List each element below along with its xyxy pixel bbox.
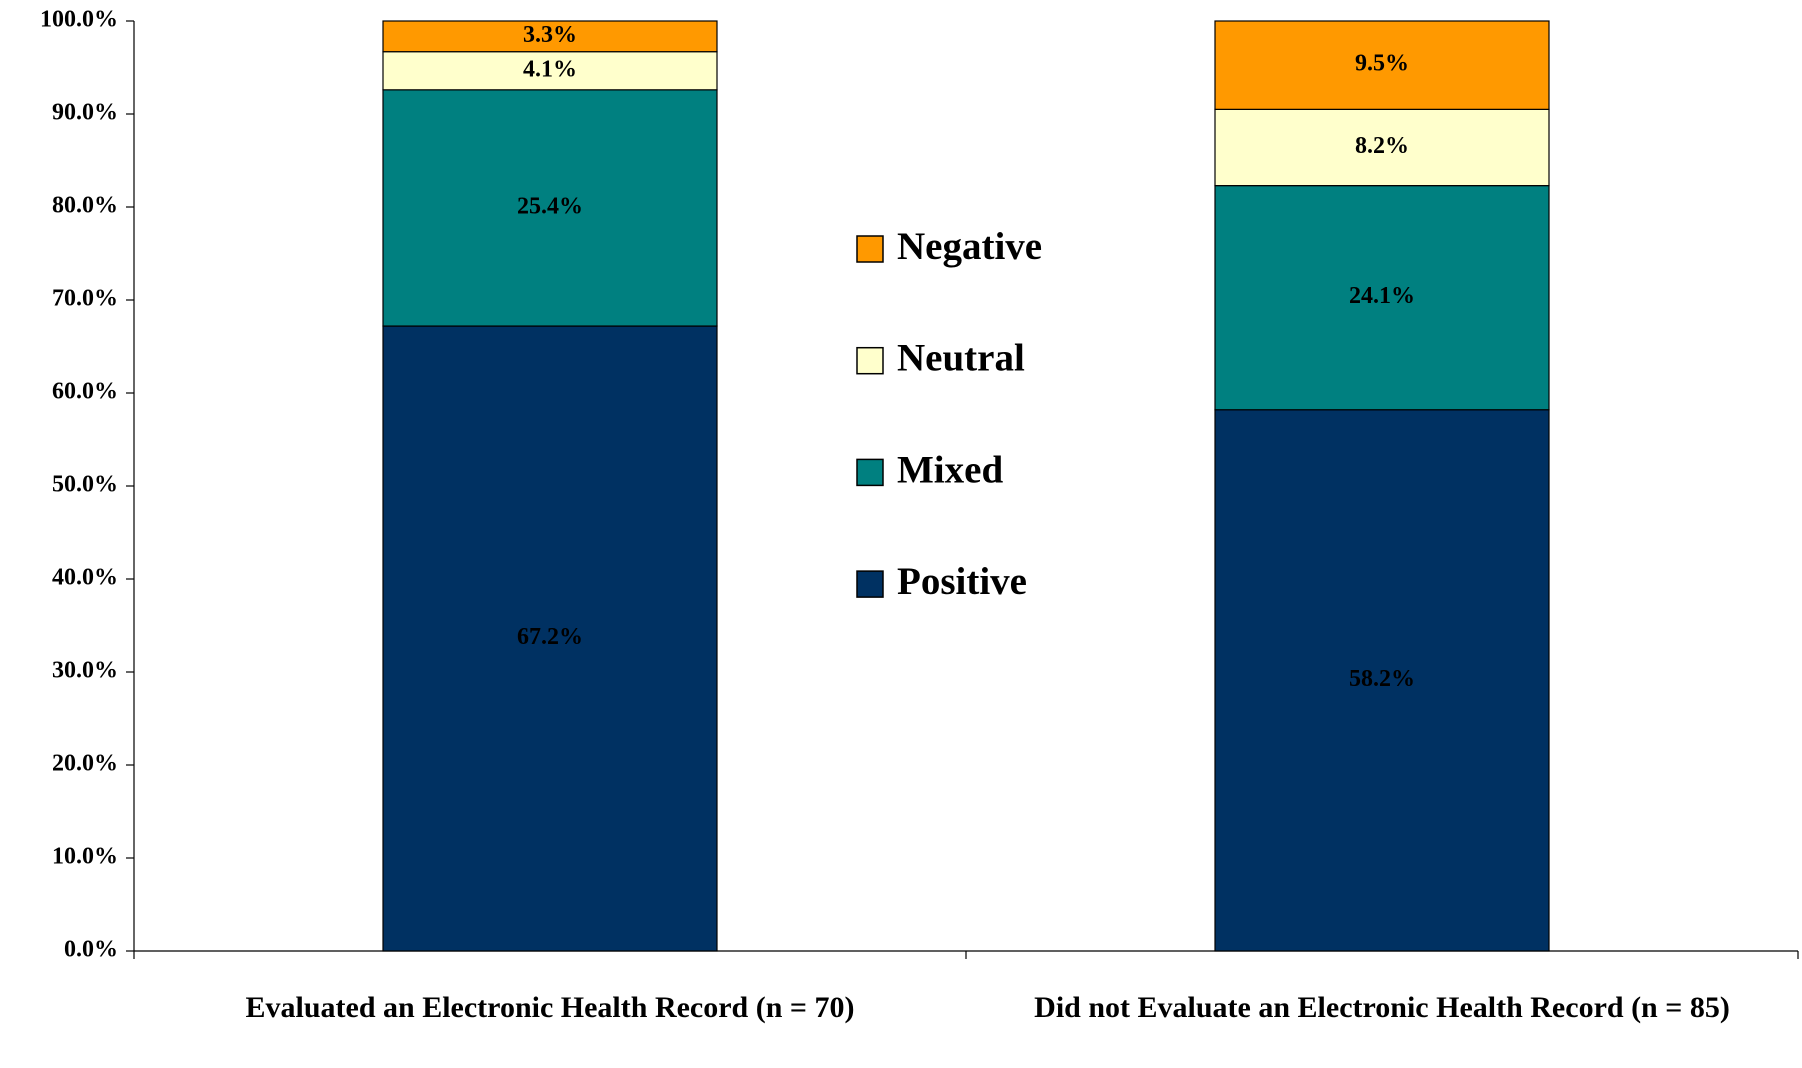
x-tick-label: Did not Evaluate an Electronic Health Re…	[1034, 991, 1730, 1024]
y-tick-label: 80.0%	[52, 193, 118, 219]
bar-segment	[382, 20, 718, 53]
bar-segment	[1214, 108, 1550, 187]
legend-label: Positive	[897, 560, 1027, 603]
bar-segment	[382, 325, 718, 952]
data-label: 4.1%	[523, 56, 577, 82]
legend-swatch	[856, 458, 884, 487]
y-tick-label: 50.0%	[52, 472, 118, 498]
y-tick-label: 10.0%	[52, 844, 118, 870]
y-tick-label: 20.0%	[52, 751, 118, 777]
bar-segment	[1214, 20, 1550, 110]
y-tick-label: 70.0%	[52, 286, 118, 312]
data-label: 25.4%	[517, 193, 583, 219]
data-label: 24.1%	[1349, 283, 1415, 309]
data-label: 3.3%	[523, 22, 577, 48]
y-tick-label: 30.0%	[52, 658, 118, 684]
bar-segment	[1214, 185, 1550, 411]
legend-label: Negative	[897, 225, 1042, 268]
bar-segment	[382, 51, 718, 91]
legend-swatch	[856, 235, 884, 263]
y-tick-label: 40.0%	[52, 565, 118, 591]
y-tick-label: 60.0%	[52, 379, 118, 405]
data-label: 58.2%	[1349, 666, 1415, 692]
legend-label: Mixed	[897, 448, 1003, 491]
data-label: 9.5%	[1355, 51, 1409, 77]
data-label: 8.2%	[1355, 133, 1409, 159]
bar-segment	[1214, 409, 1550, 952]
x-tick-label: Evaluated an Electronic Health Record (n…	[245, 991, 855, 1024]
legend-swatch	[856, 570, 884, 598]
legend-swatch	[856, 346, 884, 375]
legend-label: Neutral	[897, 337, 1025, 380]
y-tick-label: 90.0%	[52, 100, 118, 126]
y-tick-label: 0.0%	[64, 937, 118, 963]
bar-segment	[382, 89, 718, 327]
y-tick-label: 100.0%	[40, 7, 118, 33]
data-label: 67.2%	[517, 624, 583, 650]
